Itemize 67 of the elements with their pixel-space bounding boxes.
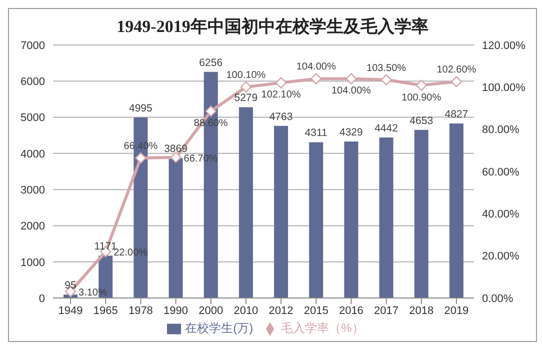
y2-tick-label: 20.00% <box>482 250 520 263</box>
x-tick-label: 2015 <box>304 304 328 317</box>
x-tick-label: 2010 <box>234 304 258 317</box>
data-label: 95 <box>64 280 77 292</box>
data-label: 6256 <box>199 56 223 69</box>
y-tick-label: 0 <box>38 292 45 305</box>
x-tick-label: 2018 <box>409 304 434 317</box>
data-label: 104.00% <box>296 62 336 73</box>
bar <box>274 126 288 298</box>
x-tick-label: 1978 <box>128 304 153 317</box>
data-label: 103.50% <box>366 62 406 74</box>
data-label: 4827 <box>444 108 468 121</box>
data-label: 5279 <box>234 92 258 104</box>
x-tick-label: 1949 <box>58 304 83 317</box>
bar <box>309 142 324 298</box>
y-tick-label: 2000 <box>20 220 45 233</box>
point <box>416 80 427 91</box>
point <box>240 81 252 93</box>
data-label: 102.60% <box>436 64 476 76</box>
data-label: 100.90% <box>402 92 442 104</box>
legend-label: 在校学生(万) <box>185 321 254 335</box>
data-label: 88.60% <box>194 118 228 130</box>
bar <box>238 107 253 298</box>
y2-tick-label: 60.00% <box>482 166 520 178</box>
data-label: 4995 <box>129 102 153 114</box>
x-tick-label: 2000 <box>198 304 224 317</box>
y-tick-label: 5000 <box>20 112 45 124</box>
point <box>450 76 462 88</box>
data-label: 4442 <box>374 122 398 134</box>
point <box>346 73 357 84</box>
data-label: 4329 <box>340 126 364 139</box>
x-tick-label: 1990 <box>164 304 188 317</box>
point <box>310 73 322 84</box>
point <box>135 152 146 164</box>
data-label: 4763 <box>269 110 293 123</box>
x-tick-label: 2016 <box>338 304 364 317</box>
data-label: 100.10% <box>226 70 266 81</box>
point <box>380 74 392 86</box>
data-label: 4653 <box>410 114 434 127</box>
bar <box>168 158 183 298</box>
y-tick-label: 6000 <box>20 76 45 88</box>
data-label: 102.10% <box>261 90 301 101</box>
legend-label: 毛入学率（%） <box>281 321 364 335</box>
bar <box>414 130 428 298</box>
data-label: 4311 <box>304 127 328 140</box>
x-tick-label: 2012 <box>268 304 294 317</box>
data-label: 3869 <box>164 143 188 156</box>
y2-tick-label: 100.00% <box>482 82 526 94</box>
point <box>205 106 216 117</box>
x-tick-label: 2019 <box>444 304 469 317</box>
point <box>170 152 182 163</box>
x-tick-label: 1965 <box>93 304 118 317</box>
y-tick-label: 3000 <box>20 184 45 196</box>
bar <box>449 124 464 298</box>
bar <box>344 142 358 298</box>
y-tick-label: 4000 <box>20 148 45 160</box>
y2-tick-label: 80.00% <box>482 124 520 136</box>
x-tick-label: 2017 <box>374 304 399 317</box>
y2-tick-label: 0.00% <box>482 292 514 305</box>
y2-tick-label: 40.00% <box>482 208 520 221</box>
y2-tick-label: 120.00% <box>482 40 526 52</box>
data-label: 104.00% <box>331 86 372 97</box>
chart-title: 1949-2019年中国初中在校学生及毛入学率 <box>116 16 430 38</box>
point <box>275 77 287 88</box>
y-tick-label: 1000 <box>20 256 45 269</box>
y-tick-label: 7000 <box>20 40 45 52</box>
bar <box>379 137 394 298</box>
